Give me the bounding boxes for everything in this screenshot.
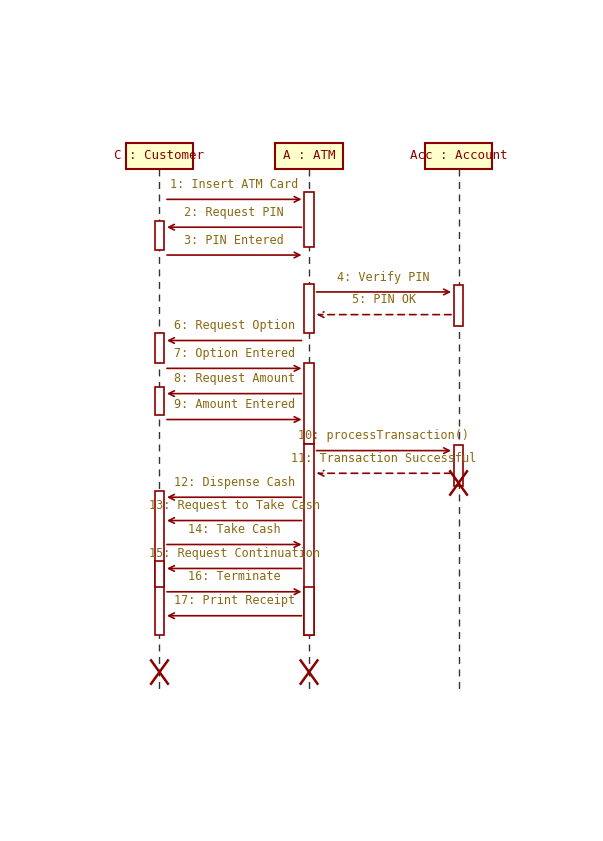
Text: 1: Insert ATM Card: 1: Insert ATM Card [170,178,298,191]
Text: 13: Request to Take Cash: 13: Request to Take Cash [149,499,320,512]
Text: 5: PIN OK: 5: PIN OK [352,294,416,306]
Text: C : Customer: C : Customer [115,150,204,162]
Text: 11: Transaction Successful: 11: Transaction Successful [291,452,476,465]
Text: 10: processTransaction(): 10: processTransaction() [298,429,469,442]
Bar [454,285,463,326]
Text: 17: Print Receipt: 17: Print Receipt [174,595,295,607]
Bar [305,587,314,635]
Bar [305,283,314,333]
Bar [155,491,164,635]
Text: 2: Request PIN: 2: Request PIN [185,206,284,219]
Bar [305,363,314,444]
Text: 8: Request Amount: 8: Request Amount [174,373,295,385]
Bar [305,444,314,635]
Text: 14: Take Cash: 14: Take Cash [188,523,280,536]
Bar [155,333,164,363]
Text: 3: PIN Entered: 3: PIN Entered [185,234,284,246]
Text: 7: Option Entered: 7: Option Entered [174,347,295,360]
Bar [454,446,463,486]
Text: 12: Dispense Cash: 12: Dispense Cash [174,476,295,489]
Bar [425,143,493,169]
Text: 9: Amount Entered: 9: Amount Entered [174,398,295,411]
Bar [125,143,194,169]
Bar [155,561,164,587]
Text: 6: Request Option: 6: Request Option [174,319,295,332]
Bar [275,143,343,169]
Bar [155,220,164,250]
Text: 16: Terminate: 16: Terminate [188,570,280,584]
Text: A : ATM: A : ATM [283,150,335,162]
Text: 15: Request Continuation: 15: Request Continuation [149,547,320,560]
Text: Acc : Account: Acc : Account [410,150,507,162]
Bar [305,192,314,246]
Text: 4: Verify PIN: 4: Verify PIN [338,271,430,283]
Bar [155,387,164,415]
